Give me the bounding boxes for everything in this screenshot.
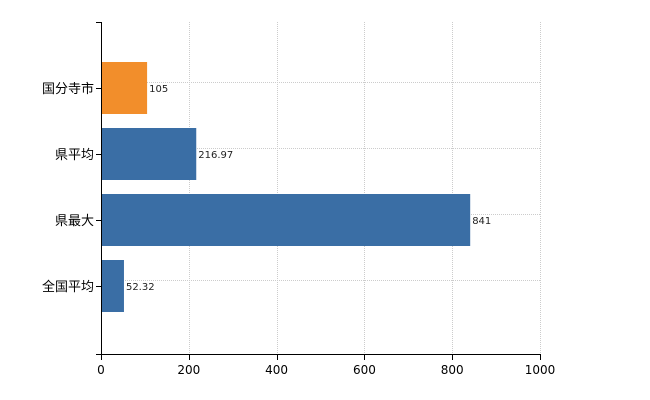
x-tick-label-800: 800 [441,363,464,377]
axes [96,22,541,360]
data-label-2: 841 [472,216,491,227]
bar-2 [101,194,471,246]
bar-3 [101,260,124,312]
bar-1 [101,128,197,180]
x-tick-label-600: 600 [353,363,376,377]
labels: 105 216.97 841 52.32 0 200 400 600 800 1000 国分寺市県平… [42,81,555,377]
data-label-0: 105 [149,84,168,95]
data-label-3: 52.32 [126,282,155,293]
data-label-1: 216.97 [198,150,233,161]
gridlines [101,22,541,354]
category-label-2: 県最大 [55,214,94,229]
x-tick-label-1000: 1000 [525,363,556,377]
bars [101,62,471,312]
x-tick-label-400: 400 [265,363,288,377]
category-label-3: 全国平均 [42,279,94,295]
category-label-0: 国分寺市 [42,81,94,97]
x-tick-label-0: 0 [97,363,105,377]
x-tick-label-200: 200 [177,363,200,377]
bar-0 [101,62,148,114]
category-label-1: 県平均 [55,148,94,163]
